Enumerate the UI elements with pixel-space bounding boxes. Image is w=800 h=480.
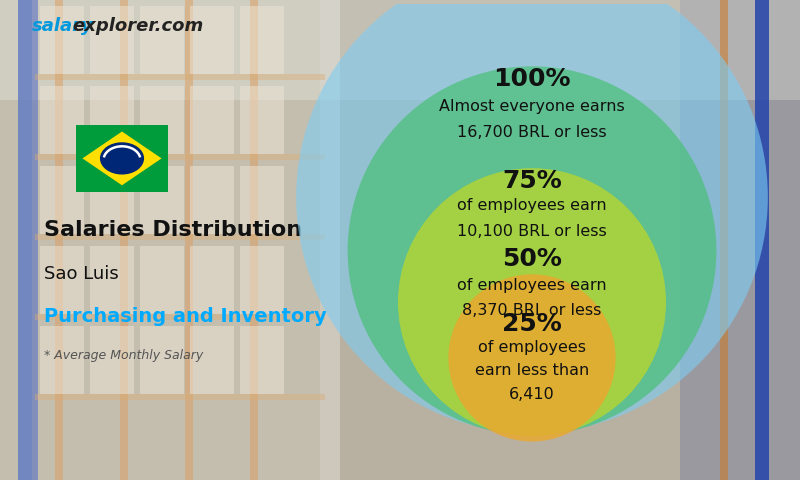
Bar <box>90 86 134 154</box>
Bar <box>680 0 800 480</box>
Bar <box>140 6 184 74</box>
Bar <box>40 6 84 74</box>
Bar <box>35 314 325 320</box>
Bar <box>35 154 325 160</box>
Bar <box>190 86 234 154</box>
Text: Purchasing and Inventory: Purchasing and Inventory <box>44 307 326 326</box>
Bar <box>90 326 134 394</box>
Text: 75%: 75% <box>502 169 562 193</box>
Bar <box>35 74 325 80</box>
Bar <box>18 0 32 480</box>
Bar <box>0 0 340 480</box>
Bar <box>0 0 800 100</box>
Text: explorer.com: explorer.com <box>73 17 204 36</box>
Bar <box>185 0 193 480</box>
Bar <box>250 0 258 480</box>
Bar <box>240 246 284 314</box>
Bar <box>55 0 63 480</box>
Bar <box>90 166 134 234</box>
Text: of employees earn: of employees earn <box>457 277 607 292</box>
Text: earn less than: earn less than <box>475 363 589 378</box>
Bar <box>0 0 320 480</box>
Bar <box>190 246 234 314</box>
Text: Salaries Distribution: Salaries Distribution <box>44 220 302 240</box>
Bar <box>90 6 134 74</box>
Text: 6,410: 6,410 <box>509 387 555 402</box>
Bar <box>40 246 84 314</box>
Circle shape <box>398 168 666 436</box>
Bar <box>35 234 325 240</box>
Text: Almost everyone earns: Almost everyone earns <box>439 98 625 113</box>
Bar <box>720 0 728 480</box>
Text: * Average Monthly Salary: * Average Monthly Salary <box>44 348 203 362</box>
Text: Sao Luis: Sao Luis <box>44 264 118 283</box>
Text: 8,370 BRL or less: 8,370 BRL or less <box>462 303 602 318</box>
Text: of employees earn: of employees earn <box>457 198 607 213</box>
Text: 100%: 100% <box>494 67 570 91</box>
Circle shape <box>296 0 768 433</box>
Bar <box>32 0 38 480</box>
Bar <box>240 326 284 394</box>
Bar <box>140 166 184 234</box>
Text: 10,100 BRL or less: 10,100 BRL or less <box>457 224 607 239</box>
Text: 25%: 25% <box>502 312 562 336</box>
Bar <box>40 86 84 154</box>
Bar <box>190 326 234 394</box>
Text: salary: salary <box>32 17 94 36</box>
Text: of employees: of employees <box>478 340 586 355</box>
Bar <box>40 166 84 234</box>
Bar <box>755 0 769 480</box>
Bar <box>240 166 284 234</box>
Circle shape <box>448 274 616 442</box>
Bar <box>240 6 284 74</box>
Bar <box>40 326 84 394</box>
Polygon shape <box>82 132 162 185</box>
Bar <box>240 86 284 154</box>
Circle shape <box>100 142 144 175</box>
Circle shape <box>348 66 716 435</box>
Bar <box>190 6 234 74</box>
Bar <box>140 326 184 394</box>
Bar <box>120 0 128 480</box>
Bar <box>35 394 325 400</box>
Bar <box>190 166 234 234</box>
Bar <box>140 86 184 154</box>
Bar <box>140 246 184 314</box>
Text: 50%: 50% <box>502 247 562 271</box>
Text: 16,700 BRL or less: 16,700 BRL or less <box>457 125 607 140</box>
Bar <box>90 246 134 314</box>
